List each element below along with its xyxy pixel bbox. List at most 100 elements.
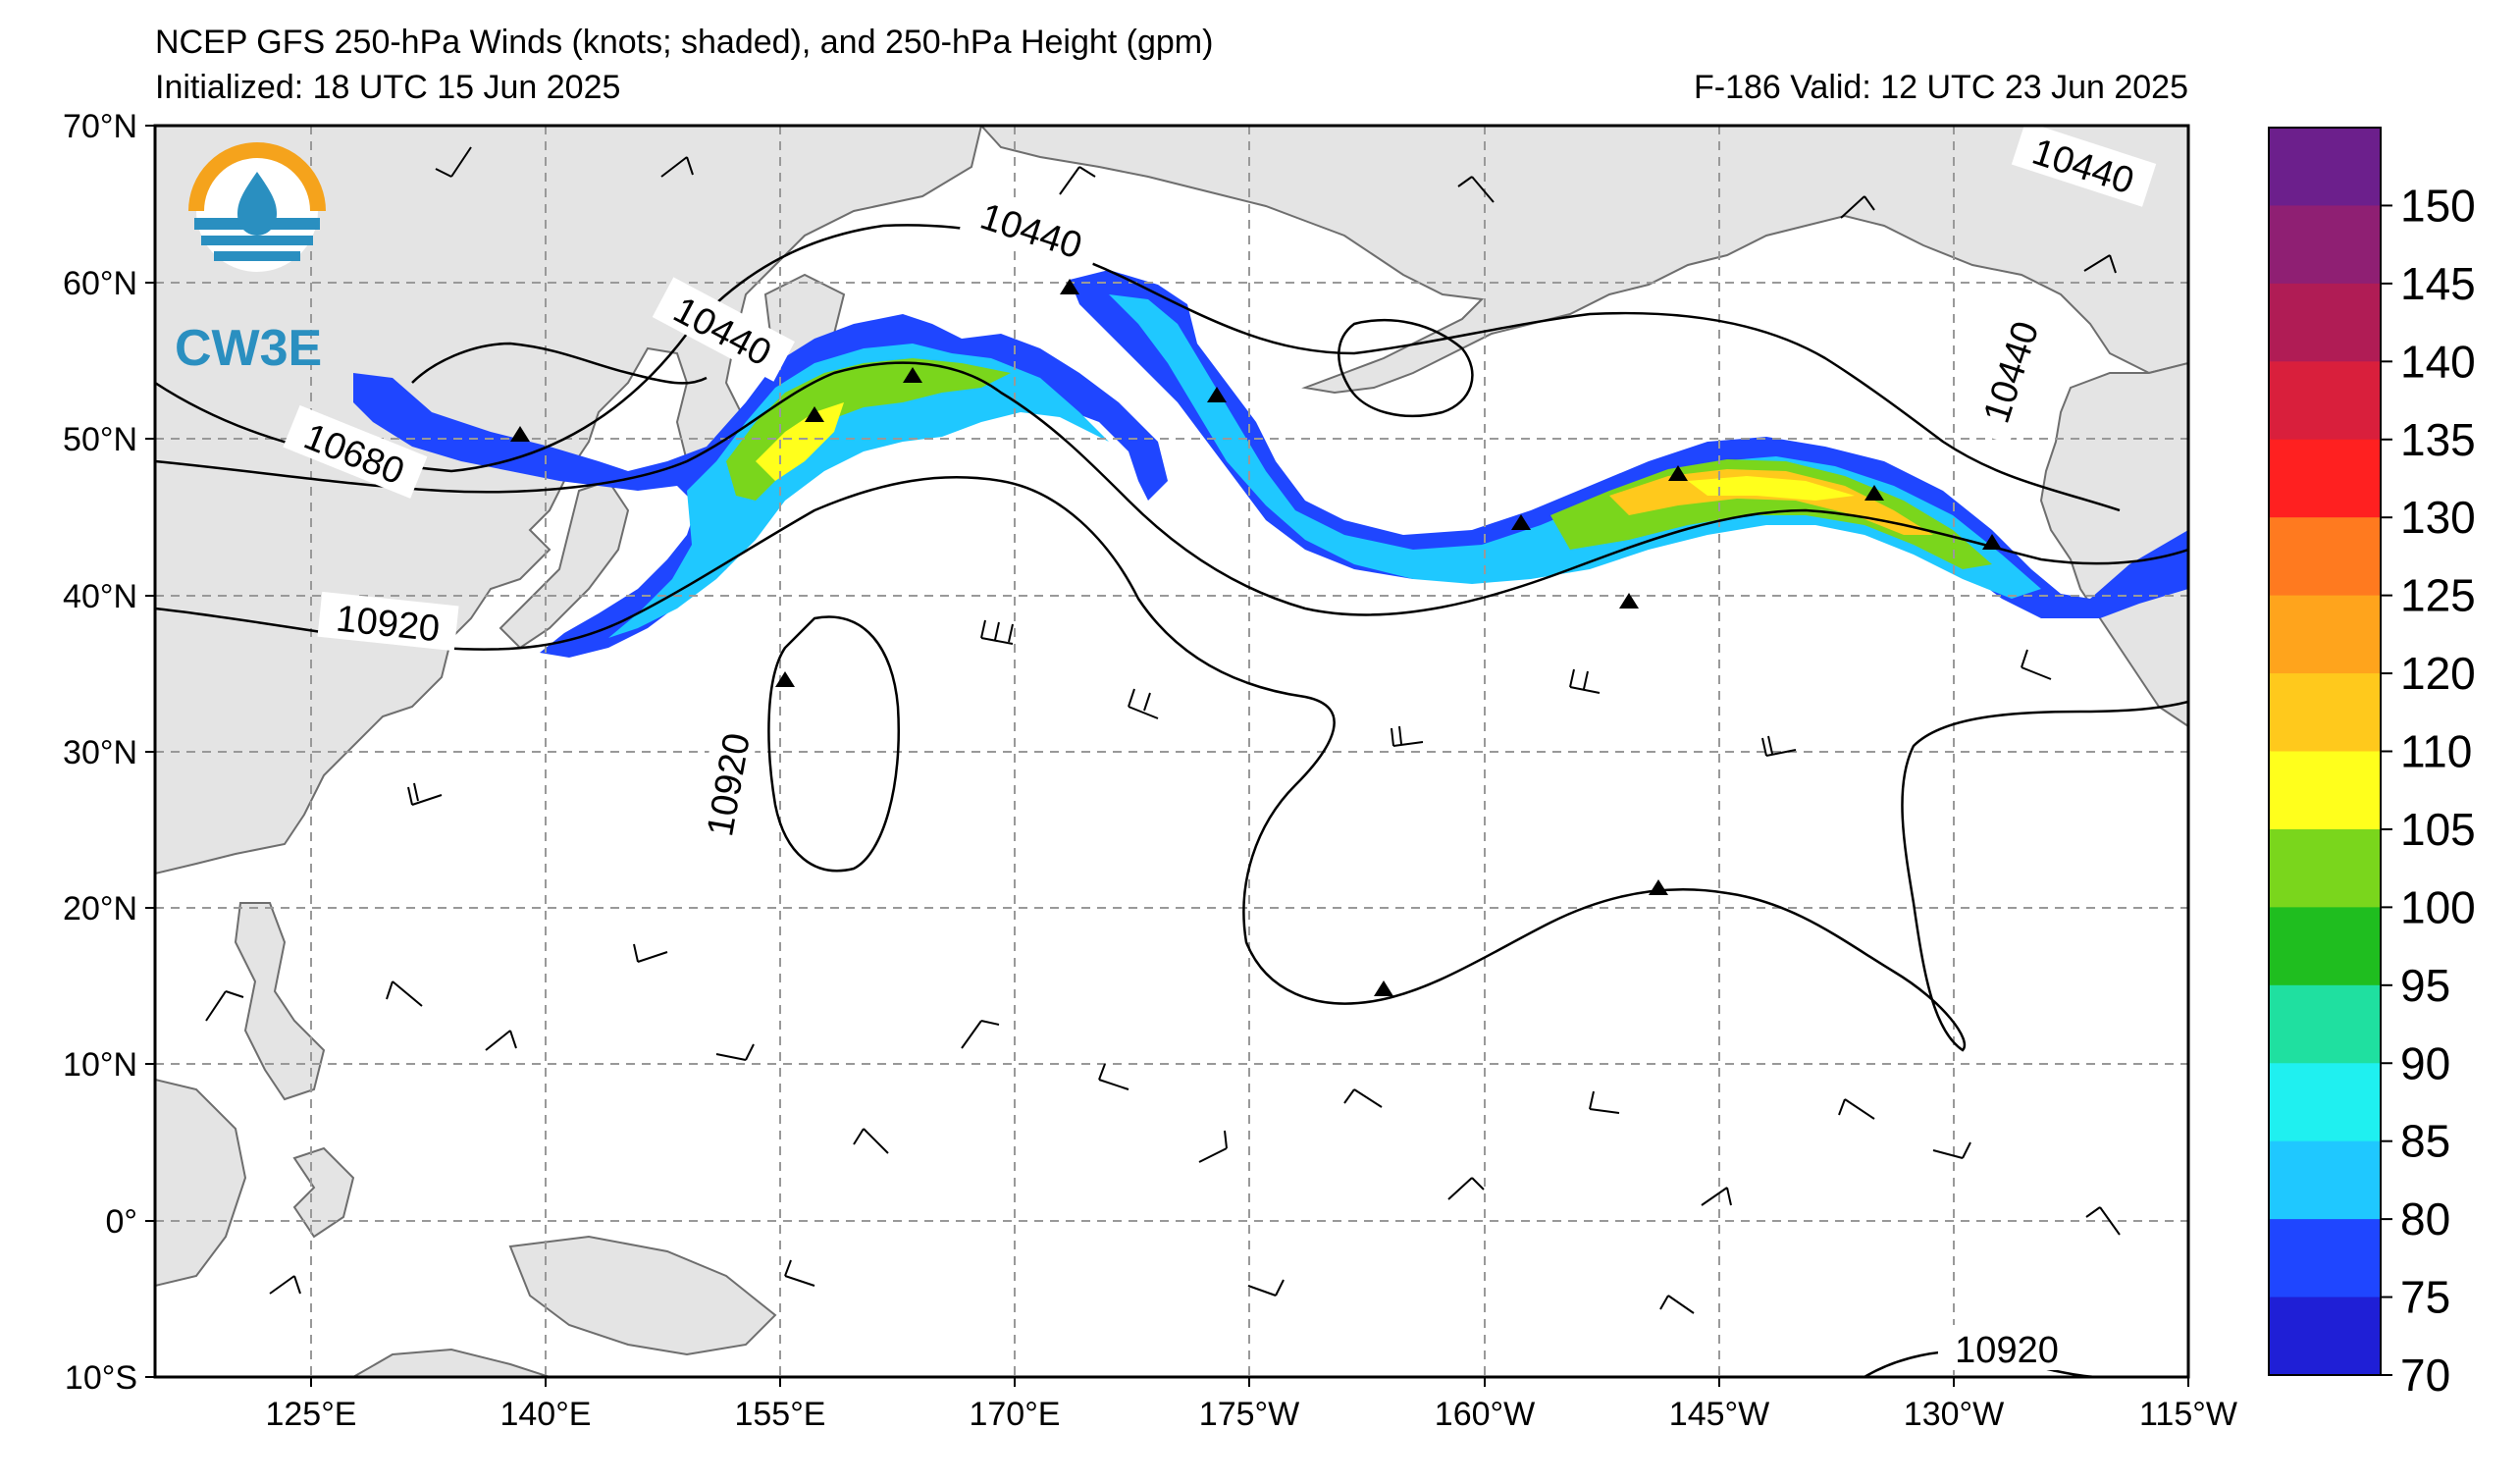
wind-barb (1059, 166, 1096, 195)
wind-barb (715, 1043, 755, 1061)
wind-flag (1649, 879, 1668, 895)
colorbar-label: 70 (2400, 1350, 2450, 1401)
lat-label: 70°N (63, 108, 137, 145)
wind-barb (2085, 1206, 2121, 1236)
wind-flag (1619, 593, 1639, 609)
wind-barb (784, 1259, 815, 1287)
jet-stream-shading (353, 270, 2188, 658)
lon-label: 175°W (1199, 1396, 1299, 1433)
wind-barb (435, 146, 472, 178)
colorbar-segment (2269, 439, 2381, 518)
new-guinea (508, 1235, 777, 1356)
wind-barb (2083, 254, 2117, 274)
lat-label: 0° (105, 1203, 137, 1241)
lat-label: 50°N (63, 421, 137, 458)
colorbar-segment (2269, 751, 2381, 830)
colorbar-segment (2269, 361, 2381, 441)
lon-label: 170°E (969, 1396, 1060, 1433)
colorbar: 150 145 140 135 130 125 120 110 105 100 95 90 85 80 75… (2268, 127, 2476, 1401)
wind-barb (1391, 725, 1424, 747)
wind-barb-flags (510, 279, 2002, 996)
contour-10680 (155, 361, 2188, 616)
colorbar-segment (2269, 1219, 2381, 1298)
colorbar-label: 110 (2400, 726, 2472, 777)
wind-flag (805, 406, 824, 422)
wind-flag (1982, 534, 2002, 550)
lon-label: 155°E (734, 1396, 825, 1433)
colorbar-label: 105 (2400, 804, 2476, 855)
wind-barb (407, 782, 443, 806)
jet-west-inner (608, 344, 1109, 638)
colorbar-segment (2269, 1297, 2381, 1376)
wind-barb (386, 980, 423, 1007)
colorbar-segment (2269, 205, 2381, 285)
lat-label: 20°N (63, 890, 137, 927)
wind-barb (1838, 1098, 1875, 1120)
wind-barb (1098, 1063, 1129, 1090)
wind-barb (1701, 1187, 1732, 1206)
wind-barb (205, 990, 244, 1022)
alaska-canada (979, 126, 2188, 395)
contour-10440-west (411, 342, 708, 385)
wind-barb (1198, 1130, 1228, 1163)
colorbar-label: 95 (2400, 960, 2450, 1011)
wind-barb (1343, 1088, 1383, 1108)
wind-barb (1128, 688, 1159, 719)
cw3e-logo: CW3E (175, 142, 326, 377)
wind-flag (1060, 279, 1079, 294)
colorbar-segment (2269, 984, 2381, 1064)
wind-flag (775, 671, 795, 687)
lat-label: 60°N (63, 265, 137, 302)
map-title: NCEP GFS 250-hPa Winds (knots; shaded), … (155, 24, 1214, 61)
wind-barb (1247, 1279, 1285, 1297)
colorbar-segment (2269, 128, 2381, 206)
colorbar-label: 85 (2400, 1116, 2450, 1167)
philippines (234, 902, 326, 1101)
wind-barb (1761, 735, 1797, 757)
contour-10440-closed (1338, 318, 1474, 418)
init-time: Initialized: 18 UTC 15 Jun 2025 (155, 69, 621, 106)
latitude-labels: 70°N 60°N 50°N 40°N 30°N 20°N 10°N 0° 10… (63, 108, 137, 1397)
map-area: 10440 10440 10440 10440 10680 10920 (155, 126, 2188, 1377)
lat-label: 40°N (63, 578, 137, 615)
colorbar-segment (2269, 907, 2381, 986)
wind-barb (1457, 176, 1495, 203)
colorbar-label: 125 (2400, 570, 2476, 621)
wind-barb (633, 943, 668, 963)
wind-flag (903, 367, 922, 383)
wind-barb (961, 1020, 1000, 1049)
colorbar-segment (2269, 517, 2381, 597)
jet-dip-max (1609, 469, 1933, 535)
longitude-labels: 125°E 140°E 155°E 170°E 175°W 160°W 145°… (265, 1396, 2236, 1433)
logo-text: CW3E (175, 320, 322, 377)
lat-label: 10°S (65, 1359, 137, 1397)
colorbar-label: 150 (2400, 180, 2476, 231)
wind-barb (1569, 668, 1601, 694)
lon-label: 130°W (1904, 1396, 2004, 1433)
colorbar-segment (2269, 1140, 2381, 1220)
wind-flag (1511, 514, 1531, 530)
colorbar-label: 80 (2400, 1193, 2450, 1245)
wind-barb (2021, 649, 2052, 680)
lat-label: 10°N (63, 1046, 137, 1084)
water-drop-icon (237, 172, 277, 236)
wind-barb (1840, 195, 1875, 219)
colorbar-label: 75 (2400, 1272, 2450, 1323)
north-america-west (2039, 361, 2188, 728)
lon-label: 160°W (1435, 1396, 1535, 1433)
contour-10440-north (155, 224, 2121, 512)
wind-flag (510, 426, 530, 442)
wind-barb (1589, 1090, 1620, 1114)
lat-label: 30°N (63, 734, 137, 771)
wind-barb (1659, 1295, 1695, 1314)
indonesia (155, 1078, 247, 1288)
contour-label: 10920 (1955, 1330, 2059, 1371)
wind-flag (1864, 485, 1884, 501)
asia-landmass (155, 126, 983, 875)
jet-dip-inner (1109, 294, 2041, 599)
lon-label: 115°W (2139, 1396, 2237, 1433)
colorbar-label: 135 (2400, 414, 2476, 465)
valid-time: F-186 Valid: 12 UTC 23 Jun 2025 (1694, 69, 2188, 106)
wind-flag (1668, 465, 1688, 481)
